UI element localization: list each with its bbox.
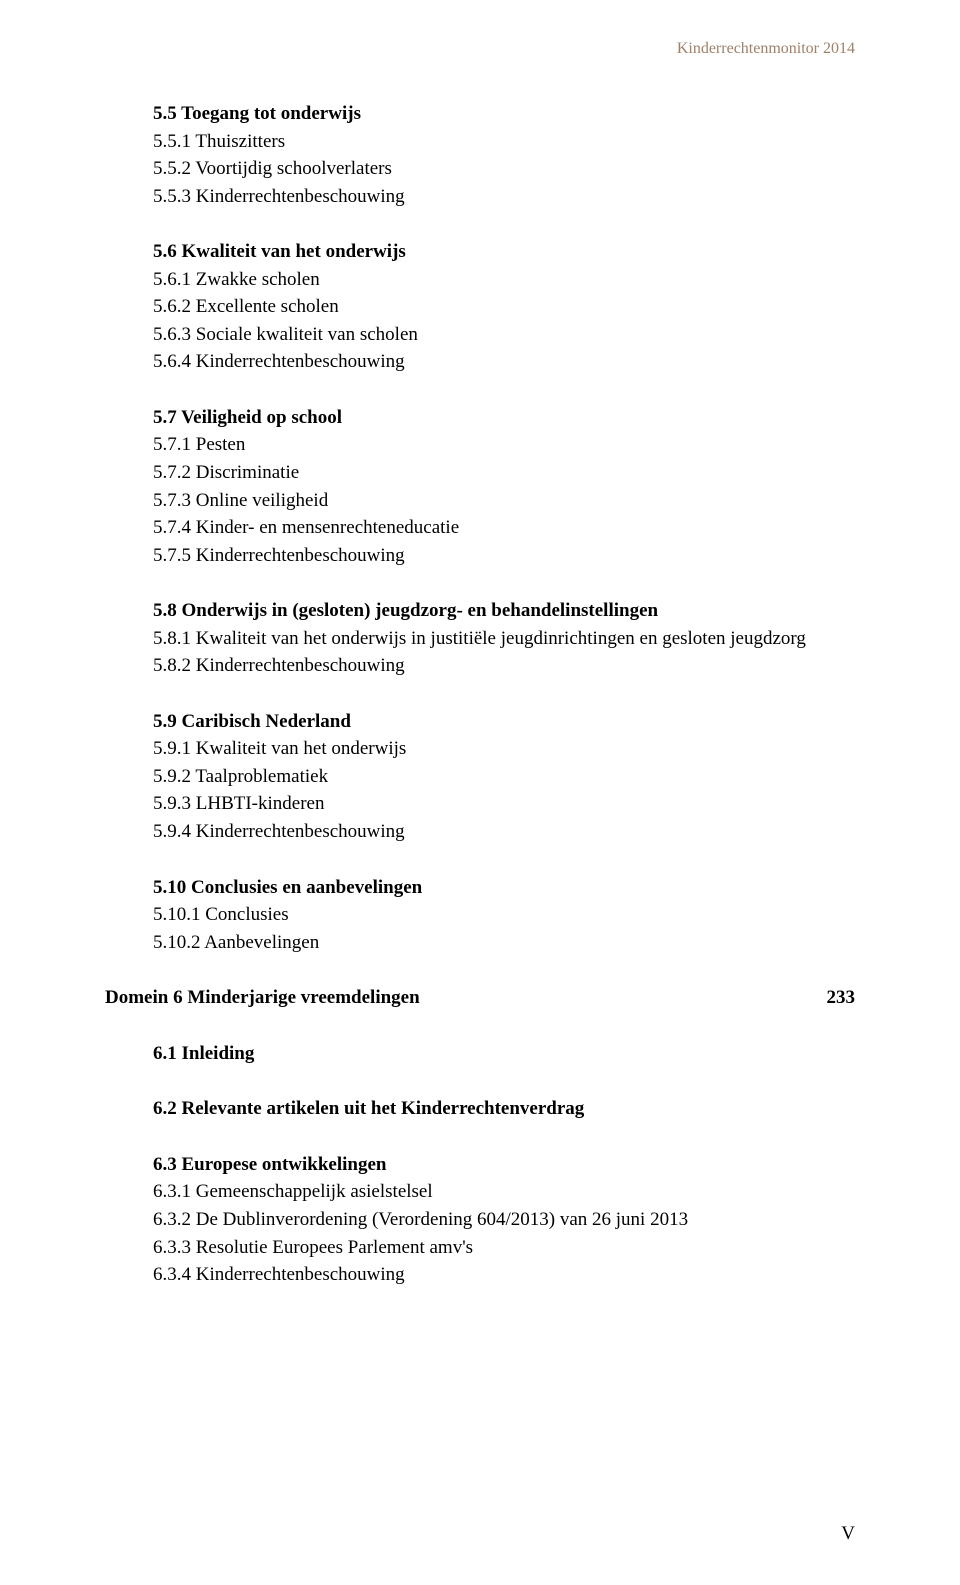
section-head: 5.7 Veiligheid op school: [153, 404, 855, 432]
toc-item: 5.7.2 Discriminatie: [153, 459, 855, 487]
toc-content: 5.5 Toegang tot onderwijs 5.5.1 Thuiszit…: [105, 100, 855, 1317]
toc-item: 5.10.2 Aanbevelingen: [153, 929, 855, 957]
section-6-3: 6.3 Europese ontwikkelingen 6.3.1 Gemeen…: [153, 1151, 855, 1289]
section-head: 6.2 Relevante artikelen uit het Kinderre…: [153, 1095, 855, 1123]
toc-item: 5.7.5 Kinderrechtenbeschouwing: [153, 542, 855, 570]
toc-item: 5.7.1 Pesten: [153, 431, 855, 459]
section-5-10: 5.10 Conclusies en aanbevelingen 5.10.1 …: [153, 874, 855, 957]
toc-item: 6.3.1 Gemeenschappelijk asielstelsel: [153, 1178, 855, 1206]
toc-item: 5.6.1 Zwakke scholen: [153, 266, 855, 294]
domain-page: 233: [827, 984, 856, 1012]
toc-item: 5.7.3 Online veiligheid: [153, 487, 855, 515]
page-number: V: [841, 1523, 855, 1545]
toc-item: 6.3.3 Resolutie Europees Parlement amv's: [153, 1234, 855, 1262]
toc-item: 5.7.4 Kinder- en mensenrechteneducatie: [153, 514, 855, 542]
section-head: 6.1 Inleiding: [153, 1040, 855, 1068]
section-5-8: 5.8 Onderwijs in (gesloten) jeugdzorg- e…: [153, 597, 855, 680]
section-5-6: 5.6 Kwaliteit van het onderwijs 5.6.1 Zw…: [153, 238, 855, 376]
toc-item: 5.6.4 Kinderrechtenbeschouwing: [153, 348, 855, 376]
toc-item: 5.5.2 Voortijdig schoolverlaters: [153, 155, 855, 183]
section-5-7: 5.7 Veiligheid op school 5.7.1 Pesten 5.…: [153, 404, 855, 569]
page-header: Kinderrechtenmonitor 2014: [677, 40, 855, 58]
section-5-9: 5.9 Caribisch Nederland 5.9.1 Kwaliteit …: [153, 708, 855, 846]
section-6-1: 6.1 Inleiding: [153, 1040, 855, 1068]
toc-item: 5.6.2 Excellente scholen: [153, 293, 855, 321]
toc-item: 5.10.1 Conclusies: [153, 901, 855, 929]
section-6-2: 6.2 Relevante artikelen uit het Kinderre…: [153, 1095, 855, 1123]
toc-item: 5.8.1 Kwaliteit van het onderwijs in jus…: [153, 625, 855, 653]
domain-6: Domein 6 Minderjarige vreemdelingen 233: [105, 984, 855, 1012]
toc-item: 5.6.3 Sociale kwaliteit van scholen: [153, 321, 855, 349]
section-head: 5.9 Caribisch Nederland: [153, 708, 855, 736]
section-head: 6.3 Europese ontwikkelingen: [153, 1151, 855, 1179]
toc-item: 5.9.1 Kwaliteit van het onderwijs: [153, 735, 855, 763]
toc-item: 5.5.1 Thuiszitters: [153, 128, 855, 156]
toc-item: 5.9.2 Taalproblematiek: [153, 763, 855, 791]
section-head: 5.10 Conclusies en aanbevelingen: [153, 874, 855, 902]
toc-item: 5.9.3 LHBTI-kinderen: [153, 790, 855, 818]
toc-item: 6.3.4 Kinderrechtenbeschouwing: [153, 1261, 855, 1289]
section-head: 5.5 Toegang tot onderwijs: [153, 100, 855, 128]
domain-title: Domein 6 Minderjarige vreemdelingen: [105, 984, 420, 1012]
toc-item: 5.8.2 Kinderrechtenbeschouwing: [153, 652, 855, 680]
toc-item: 5.9.4 Kinderrechtenbeschouwing: [153, 818, 855, 846]
section-5-5: 5.5 Toegang tot onderwijs 5.5.1 Thuiszit…: [153, 100, 855, 210]
toc-item: 5.5.3 Kinderrechtenbeschouwing: [153, 183, 855, 211]
section-head: 5.6 Kwaliteit van het onderwijs: [153, 238, 855, 266]
toc-item: 6.3.2 De Dublinverordening (Verordening …: [153, 1206, 855, 1234]
section-head: 5.8 Onderwijs in (gesloten) jeugdzorg- e…: [153, 597, 855, 625]
